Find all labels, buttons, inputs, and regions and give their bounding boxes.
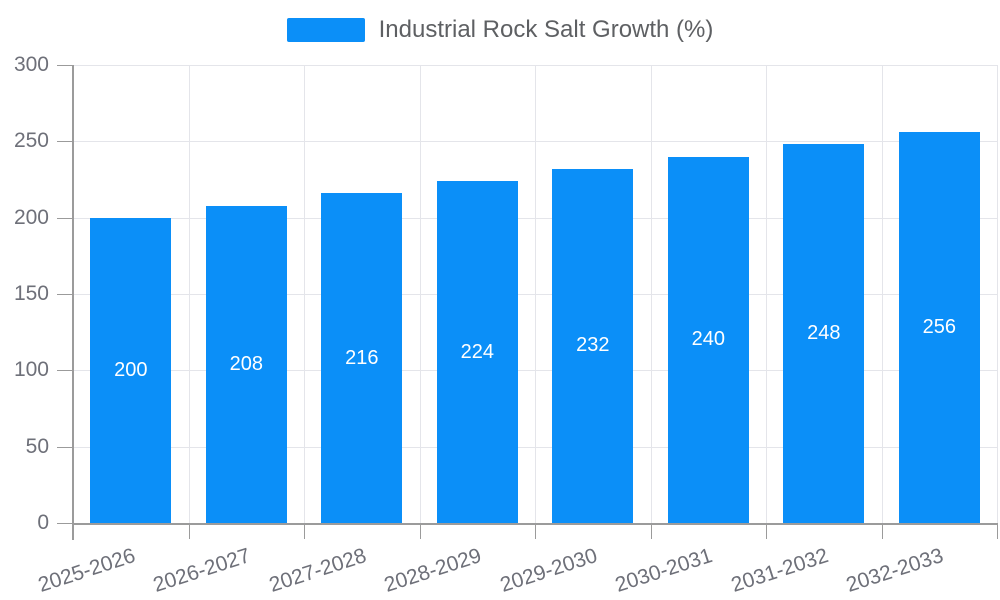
bar[interactable]: 256 (898, 132, 980, 523)
gridline-horizontal (73, 65, 997, 66)
bar-value-label: 216 (345, 346, 379, 369)
y-tick-label: 50 (25, 434, 49, 458)
bar-value-label: 224 (460, 340, 494, 363)
y-tick-label: 200 (13, 205, 49, 229)
x-axis-tick (997, 523, 998, 539)
bar-value-label: 240 (691, 328, 725, 351)
gridline-vertical (188, 65, 190, 523)
y-tick-label: 100 (13, 358, 49, 382)
bar[interactable]: 216 (321, 193, 403, 523)
y-axis-line (72, 65, 74, 540)
y-axis-tick (57, 523, 73, 524)
legend-label: Industrial Rock Salt Growth (%) (378, 16, 714, 43)
bar[interactable]: 232 (552, 168, 634, 523)
y-axis-tick (57, 141, 73, 143)
y-tick-label: 300 (13, 53, 49, 76)
y-tick-label: 250 (13, 129, 49, 153)
x-axis-tick (535, 523, 536, 539)
x-axis-tick (419, 523, 421, 539)
bar-value-label: 248 (807, 322, 841, 345)
bar[interactable]: 248 (783, 144, 865, 523)
legend-swatch-icon (286, 18, 365, 42)
x-axis-tick (188, 523, 190, 539)
legend-item[interactable]: Industrial Rock Salt Growth (%) (0, 16, 1000, 44)
bar-value-label: 208 (229, 352, 263, 375)
bar[interactable]: 224 (436, 181, 518, 523)
gridline-vertical (535, 65, 536, 523)
gridline-vertical (304, 65, 305, 523)
y-tick-label: 150 (13, 282, 49, 305)
y-axis-tick (57, 217, 73, 219)
y-axis-tick (57, 370, 73, 372)
y-tick-label: 0 (37, 511, 49, 534)
gridline-vertical (881, 65, 883, 523)
gridline-vertical (997, 65, 998, 523)
bar[interactable]: 240 (667, 156, 749, 523)
gridline-vertical (419, 65, 421, 523)
gridline-horizontal (73, 141, 997, 143)
y-axis-tick (57, 65, 73, 66)
bar[interactable]: 208 (205, 205, 287, 523)
y-axis-tick (57, 446, 73, 448)
x-axis-tick (650, 523, 652, 539)
x-axis-tick (73, 523, 74, 539)
bar-value-label: 232 (576, 334, 610, 357)
bar-value-label: 200 (114, 358, 148, 381)
y-axis-tick (57, 294, 73, 295)
x-axis-tick (304, 523, 305, 539)
x-axis-tick (881, 523, 883, 539)
gridline-vertical (766, 65, 767, 523)
x-axis-tick (766, 523, 767, 539)
bar-value-label: 256 (922, 316, 956, 339)
bar[interactable]: 200 (90, 217, 172, 523)
gridline-vertical (650, 65, 652, 523)
